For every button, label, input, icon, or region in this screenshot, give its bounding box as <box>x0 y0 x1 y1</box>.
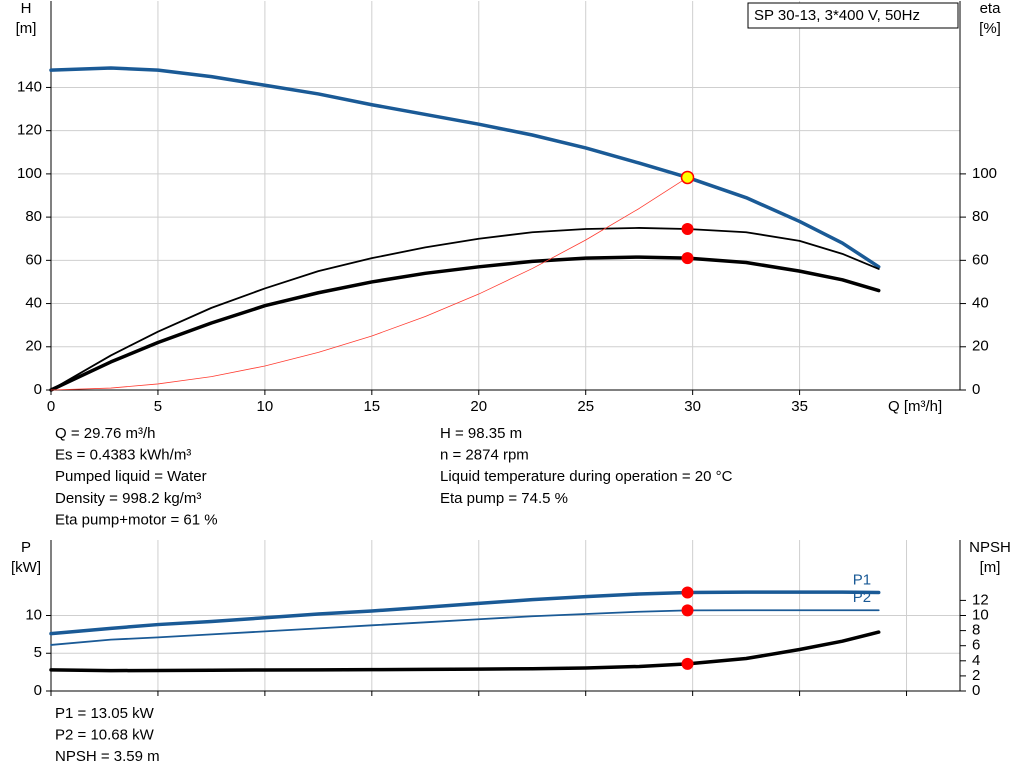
y2-axis-label: eta <box>980 0 1002 17</box>
info-text: Pumped liquid = Water <box>55 468 207 485</box>
x-tick-label: 35 <box>791 398 808 415</box>
info-text: P1 = 13.05 kW <box>55 705 155 722</box>
info-text: n = 2874 rpm <box>440 447 529 464</box>
model-box <box>747 2 959 29</box>
y2-axis-label: NPSH <box>969 539 1011 556</box>
info-text: Density = 998.2 kg/m³ <box>55 490 201 507</box>
operating-point <box>681 604 694 617</box>
y2-tick-label: 2 <box>972 667 980 684</box>
y2-tick-label: 0 <box>972 682 980 699</box>
y-axis-unit: [m] <box>16 20 37 37</box>
info-text: Q = 29.76 m³/h <box>55 425 155 442</box>
x-tick-label: 30 <box>684 398 701 415</box>
y-tick-label: 5 <box>34 644 42 661</box>
y2-tick-label: 8 <box>972 622 980 639</box>
series-label: P2 <box>853 589 871 606</box>
info-text: NPSH = 3.59 m <box>55 748 160 765</box>
y-tick-label: 20 <box>25 338 42 355</box>
curve <box>49 255 881 392</box>
y-axis-label: P <box>21 539 31 556</box>
y-axis-label: H <box>21 0 32 17</box>
info-text: P2 = 10.68 kW <box>55 727 155 744</box>
x-tick-label: 25 <box>577 398 594 415</box>
y2-tick-label: 0 <box>972 381 980 398</box>
y-tick-label: 60 <box>25 251 42 268</box>
y-axis-unit: [kW] <box>11 559 41 576</box>
curve <box>50 609 880 646</box>
x-tick-label: 20 <box>470 398 487 415</box>
curve <box>50 177 688 391</box>
y-tick-label: 120 <box>17 122 42 139</box>
series-label: P1 <box>853 571 871 588</box>
y2-tick-label: 100 <box>972 165 997 182</box>
info-text: H = 98.35 m <box>440 425 522 442</box>
operating-point <box>681 586 694 599</box>
curve <box>49 66 881 269</box>
y-tick-label: 80 <box>25 208 42 225</box>
x-tick-label: 15 <box>363 398 380 415</box>
y2-tick-label: 60 <box>972 251 989 268</box>
y-tick-label: 100 <box>17 165 42 182</box>
y2-tick-label: 40 <box>972 295 989 312</box>
y2-axis-unit: [%] <box>979 20 1001 37</box>
y-tick-label: 40 <box>25 295 42 312</box>
x-tick-label: 10 <box>257 398 274 415</box>
info-text: Eta pump+motor = 61 % <box>55 511 218 528</box>
y2-tick-label: 10 <box>972 606 989 623</box>
operating-point <box>681 252 694 265</box>
x-tick-label: 5 <box>154 398 162 415</box>
y-tick-label: 10 <box>25 606 42 623</box>
y2-tick-label: 4 <box>972 652 980 669</box>
y2-tick-label: 12 <box>972 591 989 608</box>
operating-point <box>680 170 695 185</box>
curve <box>49 590 881 636</box>
y-tick-label: 0 <box>34 381 42 398</box>
info-text: Liquid temperature during operation = 20… <box>440 468 733 485</box>
y2-axis-unit: [m] <box>980 559 1001 576</box>
operating-point <box>681 657 694 670</box>
operating-point <box>681 222 694 235</box>
model-label: SP 30-13, 3*400 V, 50Hz <box>754 7 920 24</box>
x-tick-label: 0 <box>47 398 55 415</box>
y-tick-label: 0 <box>34 682 42 699</box>
y2-tick-label: 6 <box>972 637 980 654</box>
y-tick-label: 140 <box>17 78 42 95</box>
info-text: Eta pump = 74.5 % <box>440 490 568 507</box>
x-axis-label: Q [m³/h] <box>888 398 942 415</box>
y2-tick-label: 20 <box>972 338 989 355</box>
curve <box>50 227 880 391</box>
curve <box>49 630 881 673</box>
y2-tick-label: 80 <box>972 208 989 225</box>
info-text: Es = 0.4383 kWh/m³ <box>55 447 191 464</box>
